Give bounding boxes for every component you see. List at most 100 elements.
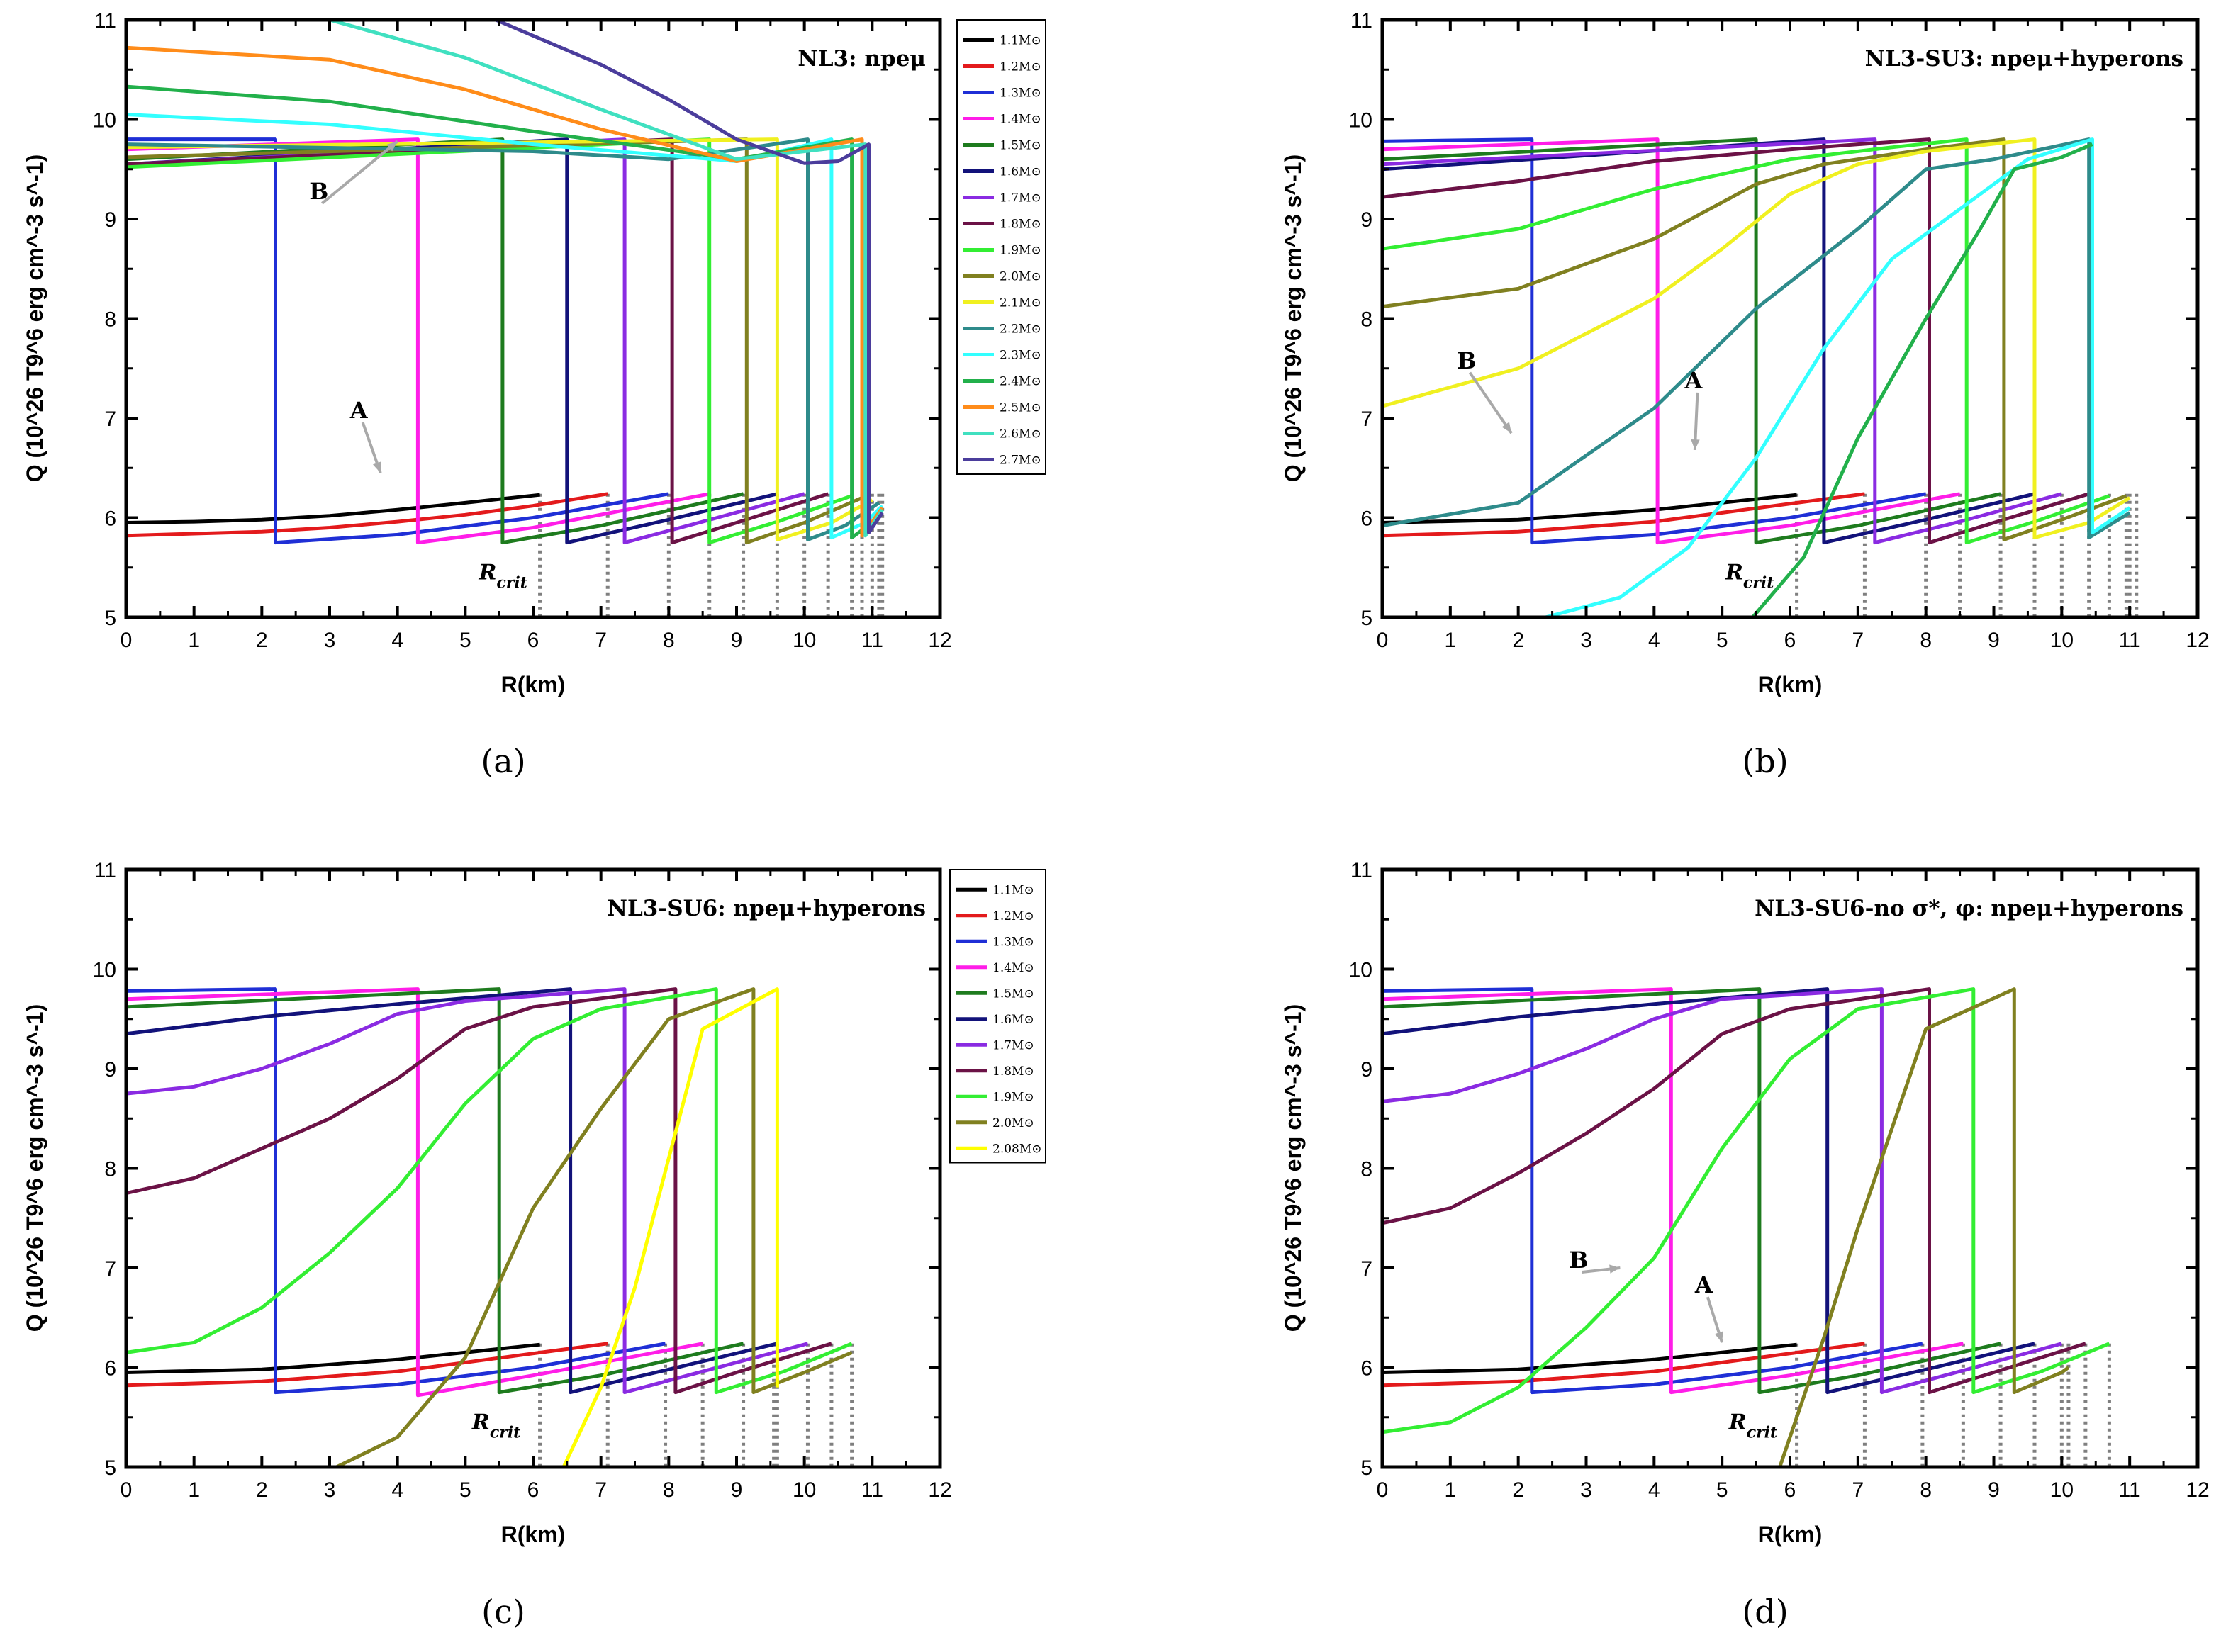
series-line-1_1: [126, 1342, 540, 1374]
arrow-head: [1691, 439, 1700, 450]
annotation-subscript: crit: [1747, 1424, 1778, 1442]
series-line-1_8: [126, 987, 832, 1395]
series-line-1_5: [1382, 987, 2001, 1395]
series-group: [1382, 987, 2110, 1467]
legend-label: 1.5M⊙: [1000, 139, 1041, 153]
series-line-2_7: [495, 20, 884, 535]
legend-label: 1.4M⊙: [992, 961, 1034, 975]
rcrit-label: Rcrit: [1725, 561, 1774, 592]
annotation-arrow: [321, 140, 398, 205]
plot-frame: [1380, 867, 2200, 1469]
y-tick-label: 7: [1360, 1257, 1372, 1281]
series-line-1_8: [126, 137, 829, 545]
x-tick-label: 4: [391, 1478, 403, 1502]
annotation-subscript: crit: [490, 1424, 521, 1442]
plot-frame: [124, 867, 942, 1469]
legend: 1.1M⊙ 1.2M⊙ 1.3M⊙ 1.4M⊙ 1.5M⊙ 1.6M⊙ 1.7M⊙ 1.8M⊙…: [949, 869, 1046, 1164]
y-axis-title: Q (10^26 T9^6 erg cm^-3 s^-1): [1280, 1004, 1306, 1332]
x-tick-label: 9: [1988, 629, 2000, 652]
x-tick-label: 4: [1648, 1478, 1660, 1502]
y-tick-label: 5: [104, 1456, 116, 1480]
series-line-2_08: [561, 987, 779, 1467]
series-line-1_1: [1382, 1342, 1797, 1374]
y-tick-label: 11: [94, 9, 116, 33]
y-axis-title: Q (10^26 T9^6 erg cm^-3 s^-1): [22, 154, 47, 482]
arrow-head: [1714, 1331, 1723, 1343]
x-tick-label: 8: [1920, 629, 1932, 652]
x-tick-label: 0: [121, 1478, 133, 1502]
series-line-1_8: [1382, 137, 2090, 545]
x-tick-label: 8: [1920, 1478, 1932, 1502]
rcrit-label: Rcrit: [478, 561, 527, 592]
legend-label: 1.9M⊙: [1000, 244, 1041, 258]
y-tick-label: 10: [93, 109, 116, 133]
x-tick-label: 11: [2119, 1478, 2141, 1502]
legend-label: 2.7M⊙: [1000, 454, 1041, 468]
legend-box: [956, 19, 1046, 475]
x-tick-label: 1: [188, 629, 200, 652]
series-line-1_9: [126, 987, 853, 1395]
series-group: [126, 20, 884, 545]
y-tick-label: 5: [1360, 607, 1372, 630]
series-line-1_6: [1382, 137, 2035, 545]
legend-label: 2.3M⊙: [1000, 349, 1041, 363]
x-tick-label: 0: [1377, 629, 1389, 652]
x-tick-label: 5: [459, 629, 471, 652]
legend-label: 1.7M⊙: [992, 1038, 1034, 1052]
y-tick-label: 5: [1360, 1456, 1372, 1480]
series-line-2_1: [126, 137, 873, 541]
series-line-1_5: [1382, 137, 2001, 545]
x-tick-label: 9: [731, 1478, 743, 1502]
annotation-label: A: [1684, 367, 1703, 394]
annotation-label: B: [1457, 347, 1476, 374]
series-line-2_6: [329, 20, 884, 538]
x-axis-title: R(km): [1758, 1522, 1823, 1547]
arrow-head: [1501, 422, 1512, 434]
y-tick-label: 9: [1360, 1058, 1372, 1081]
y-tick-label: 6: [104, 507, 116, 531]
legend-label: 2.2M⊙: [1000, 322, 1041, 337]
x-tick-label: 6: [527, 1478, 539, 1502]
series-line-2_1: [1382, 137, 2131, 540]
annotation-label: B: [1570, 1247, 1589, 1274]
series-line-1_3: [126, 987, 666, 1395]
y-tick-label: 11: [1350, 9, 1372, 33]
y-tick-label: 10: [1349, 109, 1372, 133]
y-tick-label: 6: [104, 1357, 116, 1381]
panel-title: NL3: npeμ: [798, 46, 926, 72]
rcrit-label: Rcrit: [471, 1410, 520, 1442]
x-tick-label: 11: [861, 1478, 883, 1502]
legend-label: 1.6M⊙: [1000, 165, 1041, 179]
x-tick-label: 7: [595, 629, 607, 652]
annotation-text: A: [1684, 367, 1703, 394]
x-tick-label: 12: [928, 1478, 951, 1502]
series-line-1_4: [1382, 987, 1964, 1395]
panel-caption: (c): [481, 1592, 525, 1631]
x-tick-label: 2: [1512, 629, 1524, 652]
series-line-1_9: [126, 137, 853, 545]
x-tick-label: 5: [1716, 1478, 1728, 1502]
x-tick-label: 10: [793, 1478, 816, 1502]
series-line-1_3: [1382, 987, 1923, 1395]
y-tick-label: 9: [104, 1058, 116, 1081]
y-tick-label: 8: [104, 308, 116, 332]
annotation-subscript: crit: [1743, 574, 1774, 592]
series-line-1_4: [1382, 137, 1961, 545]
series-line-1_5: [126, 137, 744, 545]
legend: 1.1M⊙ 1.2M⊙ 1.3M⊙ 1.4M⊙ 1.5M⊙ 1.6M⊙ 1.7M⊙ 1.8M⊙…: [956, 19, 1046, 475]
annotation-text: A: [1694, 1271, 1713, 1298]
x-tick-label: 9: [731, 629, 743, 652]
legend-label: 1.3M⊙: [992, 935, 1034, 949]
x-tick-label: 11: [2119, 629, 2141, 652]
x-tick-label: 1: [1444, 1478, 1456, 1502]
x-tick-label: 12: [2186, 629, 2209, 652]
x-tick-label: 0: [1377, 1478, 1389, 1502]
y-tick-label: 9: [1360, 208, 1372, 232]
arrow-head: [373, 461, 381, 473]
series-line-2_4: [1751, 142, 2093, 617]
x-tick-label: 3: [1580, 1478, 1592, 1502]
annotation-text: B: [1570, 1247, 1589, 1274]
series-line-1_9: [1382, 137, 2110, 545]
annotation-label: B: [309, 178, 328, 205]
